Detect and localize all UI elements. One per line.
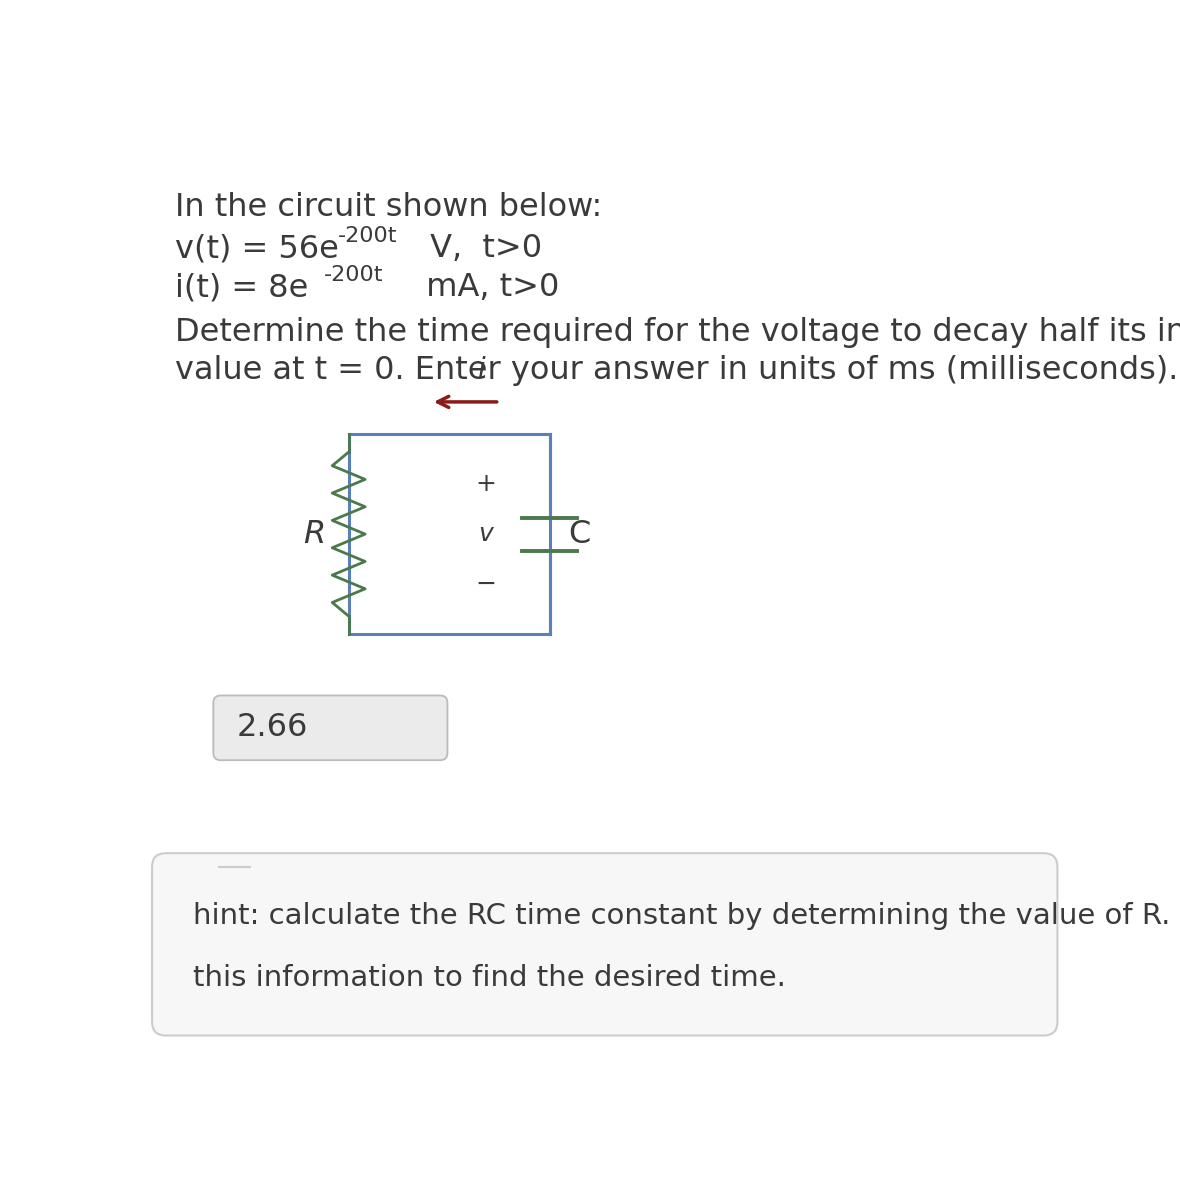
FancyBboxPatch shape [152,854,1057,1036]
Text: v: v [479,522,493,546]
Text: v(t) = 56e: v(t) = 56e [175,233,339,264]
Text: this information to find the desired time.: this information to find the desired tim… [194,964,786,991]
Text: i: i [478,355,485,384]
Text: −: − [476,572,497,597]
Text: Determine the time required for the voltage to decay half its initial: Determine the time required for the volt… [175,317,1180,348]
Text: -200t: -200t [324,265,384,285]
FancyBboxPatch shape [214,695,447,760]
Text: mA, t>0: mA, t>0 [406,272,559,303]
Text: +: + [476,472,497,496]
Text: V,  t>0: V, t>0 [420,233,542,264]
Text: In the circuit shown below:: In the circuit shown below: [175,192,602,224]
Text: i(t) = 8e: i(t) = 8e [175,272,308,303]
Text: value at t = 0. Enter your answer in units of ms (milliseconds).: value at t = 0. Enter your answer in uni… [175,355,1179,386]
Text: 2.66: 2.66 [237,713,308,744]
Text: C: C [569,519,590,549]
Text: hint: calculate the RC time constant by determining the value of R. Use: hint: calculate the RC time constant by … [194,901,1180,929]
Text: R: R [303,519,326,549]
Text: -200t: -200t [337,226,398,246]
